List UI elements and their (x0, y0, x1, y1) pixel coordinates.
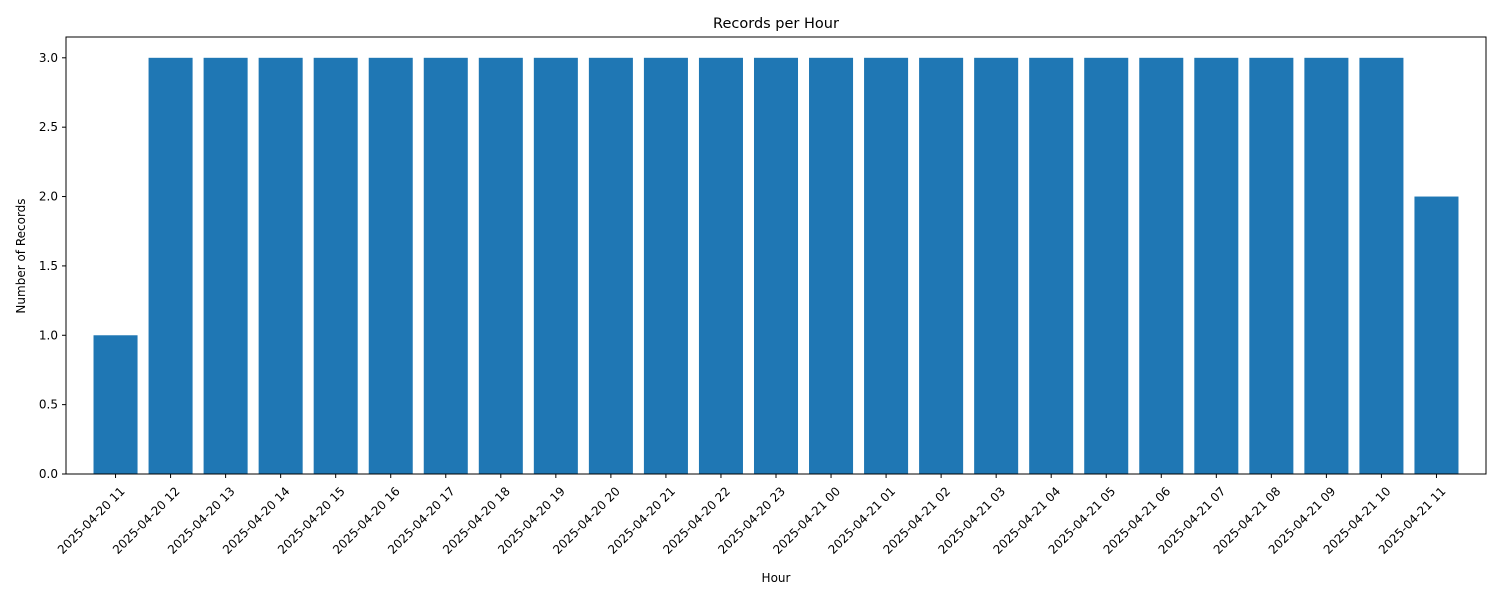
bar-13 (809, 57, 854, 475)
y-tick-label-1: 0.5 (39, 398, 58, 412)
bar-0 (93, 335, 138, 474)
bar-24 (1414, 196, 1459, 475)
y-tick-label-2: 1.0 (39, 328, 58, 342)
bar-12 (753, 57, 799, 475)
y-axis: 0.0 0.5 1.0 1.5 2.0 2.5 3.0 (39, 51, 66, 481)
plot-frame (65, 36, 1487, 475)
bar-7 (478, 57, 523, 475)
y-tick-label-6: 3.0 (39, 51, 58, 65)
bar-5 (368, 57, 413, 475)
chart-title: Records per Hour (713, 16, 839, 32)
bar-9 (588, 57, 633, 475)
y-tick-label-5: 2.5 (39, 120, 58, 134)
bar-1 (148, 57, 193, 475)
y-tick-label-3: 1.5 (39, 259, 58, 273)
bar-8 (533, 57, 578, 475)
bar-23 (1359, 57, 1404, 475)
bar-3 (258, 57, 303, 475)
bar-4 (313, 57, 358, 475)
bar-6 (423, 57, 468, 475)
bar-22 (1304, 57, 1349, 475)
bar-18 (1084, 57, 1129, 475)
y-tick-label-0: 0.0 (39, 467, 58, 481)
bar-14 (864, 57, 909, 475)
bar-20 (1194, 57, 1239, 475)
bar-17 (1029, 57, 1074, 475)
y-tick-label-4: 2.0 (39, 190, 58, 204)
bar-11 (698, 57, 743, 475)
bar-19 (1139, 57, 1184, 475)
y-axis-label: Number of Records (14, 198, 28, 313)
bar-16 (974, 57, 1019, 475)
bar-15 (919, 57, 964, 475)
bar-2 (203, 57, 248, 475)
bar-10 (643, 57, 688, 475)
x-axis-label: Hour (762, 571, 791, 585)
bar-21 (1249, 57, 1294, 475)
bars-group (93, 57, 1459, 475)
